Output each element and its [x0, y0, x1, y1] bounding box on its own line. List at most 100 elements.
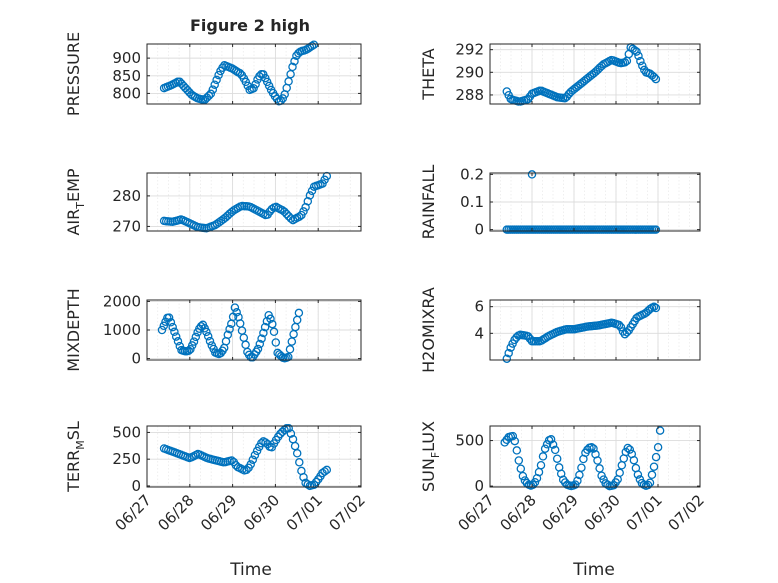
data-point — [206, 89, 216, 99]
data-point — [229, 206, 239, 215]
data-point — [643, 480, 653, 490]
y-tick-label: 0.2 — [460, 165, 484, 183]
data-point — [168, 322, 177, 332]
axes-box — [489, 299, 701, 361]
data-point — [278, 94, 288, 103]
subplot-2: 288 290 292 THETA — [419, 41, 701, 106]
data-point — [536, 460, 546, 470]
data-point — [303, 480, 313, 489]
data-point — [616, 322, 626, 332]
data-point — [546, 435, 556, 444]
x-tick-label: 06/27 — [112, 491, 155, 534]
data-point — [173, 337, 183, 346]
data-point — [289, 329, 298, 339]
data-point — [202, 327, 211, 337]
data-point — [528, 480, 538, 490]
data-point — [587, 442, 596, 452]
data-point — [295, 212, 304, 221]
data-point — [651, 303, 661, 313]
data-point — [617, 461, 627, 470]
data-point — [239, 333, 249, 342]
data-point — [634, 51, 643, 61]
x-tick-label: 06/28 — [497, 491, 540, 534]
data-point — [305, 191, 315, 200]
y-tick-label: 0 — [474, 477, 484, 495]
data-point — [259, 328, 268, 338]
data-point — [227, 207, 236, 217]
data-point — [223, 330, 233, 340]
y-tick-label: 270 — [112, 217, 141, 235]
y-axis-label: H2OMIXRA — [419, 287, 438, 373]
data-point — [655, 426, 665, 435]
x-tick-label: 07/02 — [326, 491, 369, 534]
y-tick-label: 2000 — [103, 292, 141, 310]
y-tick-label: 500 — [112, 423, 141, 441]
data-point — [510, 436, 520, 446]
data-point — [210, 80, 219, 89]
data-point — [285, 345, 295, 354]
data-point — [530, 477, 540, 487]
data-point — [603, 480, 612, 489]
data-point — [649, 72, 659, 82]
data-point — [615, 468, 624, 478]
data-point — [241, 77, 251, 87]
data-point — [322, 465, 332, 475]
data-point — [651, 452, 661, 462]
data-point — [651, 225, 661, 234]
data-point — [157, 325, 167, 335]
axes-box — [146, 172, 362, 232]
data-point — [649, 302, 659, 312]
data-point — [237, 326, 247, 335]
data-point — [577, 463, 586, 472]
y-tick-label: 850 — [112, 67, 141, 85]
x-tick-label: 07/02 — [665, 491, 708, 534]
data-point — [227, 456, 236, 465]
data-point — [294, 308, 304, 318]
data-point — [204, 91, 214, 100]
data-point — [189, 337, 199, 346]
data-point — [320, 467, 329, 476]
data-point — [636, 56, 645, 66]
data-point — [625, 445, 635, 454]
data-point — [540, 444, 550, 453]
data-point — [208, 85, 218, 94]
data-point — [514, 456, 524, 465]
data-point — [286, 69, 295, 79]
data-point — [502, 354, 512, 363]
data-point — [299, 472, 308, 482]
axes-box — [146, 425, 362, 488]
data-point — [255, 339, 265, 349]
y-axis-label: SUNFLUX — [419, 421, 442, 492]
data-point — [284, 352, 293, 362]
axes-box — [489, 425, 701, 488]
data-point — [632, 47, 641, 56]
data-point — [250, 450, 260, 460]
data-point — [241, 340, 250, 350]
data-point — [286, 214, 296, 223]
y-tick-label: 0.1 — [460, 193, 484, 211]
data-point — [595, 464, 604, 473]
y-tick-label: 900 — [112, 49, 141, 67]
subplot-3: 270 280 AIRTEMP — [64, 168, 362, 236]
y-tick-label: 500 — [455, 432, 484, 450]
y-tick-label: 0 — [131, 350, 141, 368]
data-point — [164, 313, 174, 322]
data-point — [214, 70, 223, 80]
data-point — [645, 478, 655, 487]
data-point — [647, 470, 657, 480]
data-point — [288, 62, 297, 72]
data-point — [257, 334, 266, 343]
y-tick-label: 292 — [455, 41, 484, 59]
data-point — [614, 320, 624, 330]
axes-box — [146, 43, 362, 105]
data-point — [307, 186, 317, 196]
data-point — [309, 40, 319, 49]
x-axis-label-right: Time — [572, 560, 615, 580]
y-axis-label: RAINFALL — [419, 165, 438, 240]
data-point — [550, 445, 560, 455]
y-tick-label: 250 — [112, 450, 141, 468]
y-tick-label: 288 — [455, 86, 484, 104]
